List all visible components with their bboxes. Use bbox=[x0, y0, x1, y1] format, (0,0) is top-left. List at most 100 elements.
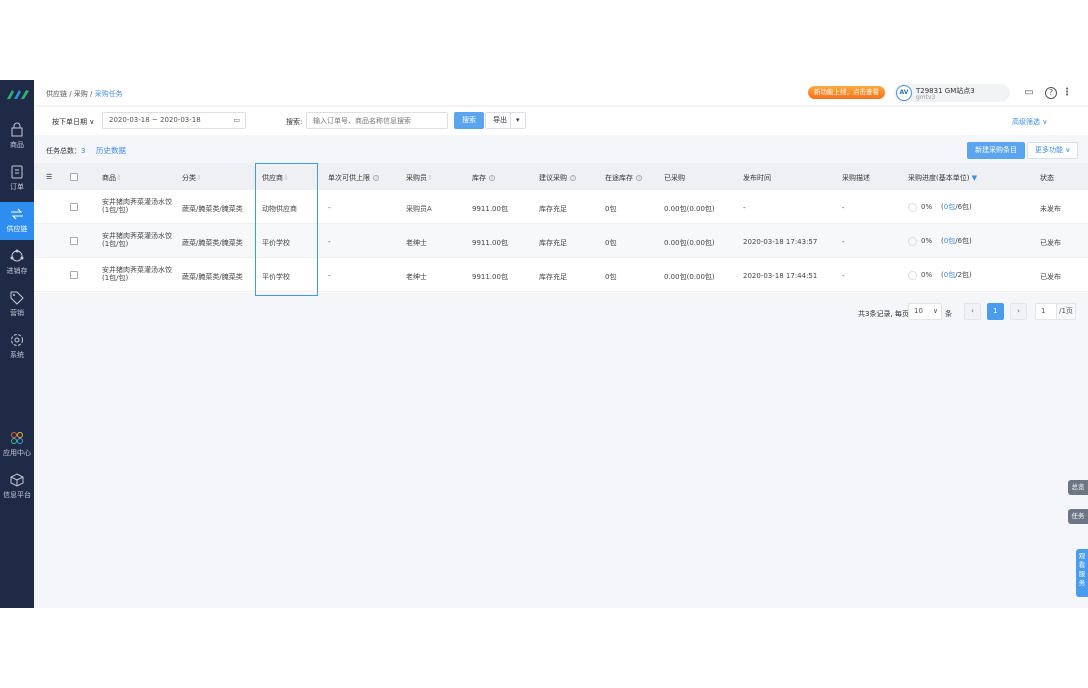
filter-caret-icon[interactable]: ▼ bbox=[971, 174, 978, 182]
supplier-cell: 动物供应商 bbox=[262, 205, 297, 213]
column-header-label: 状态 bbox=[1040, 174, 1054, 182]
sort-icon[interactable]: ⇕ bbox=[116, 174, 122, 182]
filter-bar: 按下单日期 ∨ 2020-03-18 ~ 2020-03-18▭ 搜索: 搜索 … bbox=[34, 107, 1088, 135]
overview-button[interactable]: 总览 bbox=[1068, 480, 1088, 495]
export-dropdown-button[interactable]: ▾ bbox=[510, 112, 526, 129]
help-icon[interactable]: ? bbox=[1045, 87, 1057, 99]
supplier-column-highlight bbox=[255, 163, 318, 296]
status-cell: 未发布 bbox=[1040, 205, 1061, 213]
page-count: /1页 bbox=[1056, 303, 1076, 320]
sidebar-item-label: 订单 bbox=[10, 183, 24, 191]
column-header-4[interactable]: 采购员⇕ bbox=[406, 173, 433, 183]
page-size-select[interactable]: 10 ∨ bbox=[908, 303, 942, 320]
sort-icon[interactable]: ⇕ bbox=[196, 174, 202, 182]
column-header-label: 库存 bbox=[472, 174, 486, 182]
category-cell: 蔬菜/腌菜类/腌菜类 bbox=[182, 205, 243, 213]
help-icon[interactable]: ? bbox=[636, 175, 642, 181]
advanced-filter-label: 高级筛选 bbox=[1012, 118, 1040, 126]
progress-cell: 0% (0包/6包) bbox=[908, 202, 972, 212]
column-header-0[interactable]: 商品⇕ bbox=[102, 173, 122, 183]
help-icon[interactable]: ? bbox=[570, 175, 576, 181]
row-checkbox[interactable] bbox=[70, 237, 78, 245]
desc-cell: - bbox=[842, 238, 845, 246]
task-count: 任务总数：3 bbox=[46, 146, 85, 156]
sidebar-item-7[interactable]: 信息平台 bbox=[0, 468, 34, 506]
column-header-label: 商品 bbox=[102, 174, 116, 182]
sidebar-item-4[interactable]: 营销 bbox=[0, 286, 34, 324]
search-input[interactable] bbox=[306, 112, 448, 129]
page-size-value: 10 bbox=[914, 307, 923, 315]
sidebar-item-2[interactable]: 供应链 bbox=[0, 202, 34, 240]
column-header-2[interactable]: 供应商⇕ bbox=[262, 173, 289, 183]
tag-icon bbox=[10, 291, 24, 305]
progress-total: /6包) bbox=[955, 237, 972, 245]
category-cell: 蔬菜/腌菜类/腌菜类 bbox=[182, 239, 243, 247]
promo-button[interactable]: 新功能上线，点击查看 bbox=[808, 86, 885, 99]
product-name: 安井猪肉荠菜灌汤水饺 bbox=[102, 232, 172, 240]
sidebar-item-label: 系统 bbox=[10, 351, 24, 359]
transit-cell: 0包 bbox=[605, 239, 617, 247]
export-button[interactable]: 导出 bbox=[485, 112, 515, 129]
page-1-button[interactable]: 1 bbox=[987, 303, 1004, 320]
progress-percent: 0% bbox=[921, 237, 933, 245]
progress-percent: 0% bbox=[921, 271, 933, 279]
date-range-picker[interactable]: 2020-03-18 ~ 2020-03-18 ▭ bbox=[102, 112, 246, 129]
search-button[interactable]: 搜索 bbox=[454, 112, 484, 129]
new-purchase-button[interactable]: 新建采购条目 bbox=[967, 142, 1025, 159]
product-link[interactable]: 安井猪肉荠菜灌汤水饺 (1包/包) bbox=[102, 232, 172, 248]
stock-cell: 9911.00包 bbox=[472, 239, 508, 247]
cube-icon bbox=[10, 473, 24, 487]
table-row: 安井猪肉荠菜灌汤水饺 (1包/包) 蔬菜/腌菜类/腌菜类 平价学校 - 老绅士 9… bbox=[34, 224, 1088, 258]
user-sub: gmtv3 bbox=[916, 94, 936, 101]
sort-icon[interactable]: ⇕ bbox=[283, 174, 289, 182]
chevron-down-icon: ∨ bbox=[932, 307, 938, 315]
column-header-label: 发布时间 bbox=[743, 174, 771, 182]
stock-cell: 9911.00包 bbox=[472, 205, 508, 213]
task-button[interactable]: 任务 bbox=[1068, 509, 1088, 524]
column-header-11[interactable]: 采购进度(基本单位) ▼ bbox=[908, 173, 977, 183]
sidebar-item-label: 应用中心 bbox=[3, 449, 31, 457]
next-page-button[interactable]: › bbox=[1010, 303, 1027, 320]
avatar: AV bbox=[896, 85, 912, 101]
more-functions-label: 更多功能 bbox=[1035, 146, 1063, 154]
sidebar-item-6[interactable]: 应用中心 bbox=[0, 426, 34, 464]
sort-icon[interactable]: ⇕ bbox=[427, 174, 433, 182]
history-link[interactable]: 历史数据 bbox=[96, 146, 126, 155]
sidebar-item-0[interactable]: 商品 bbox=[0, 118, 34, 156]
row-checkbox[interactable] bbox=[70, 203, 78, 211]
help-icon[interactable]: ? bbox=[373, 175, 379, 181]
column-header-1[interactable]: 分类⇕ bbox=[182, 173, 202, 183]
breadcrumb-supply[interactable]: 供应链 bbox=[46, 90, 67, 98]
transit-cell: 0包 bbox=[605, 205, 617, 213]
user-menu[interactable]: AV T29831 GM站点3 gmtv3 bbox=[894, 84, 1010, 102]
progress-ring-icon bbox=[908, 236, 917, 246]
date-type-label: 按下单日期 bbox=[52, 118, 87, 126]
advanced-filter-toggle[interactable]: 高级筛选 ∨ bbox=[1012, 117, 1047, 127]
help-icon[interactable]: ? bbox=[489, 175, 495, 181]
buyer-cell: 采购员A bbox=[406, 205, 432, 213]
sidebar-item-1[interactable]: 订单 bbox=[0, 160, 34, 198]
product-link[interactable]: 安井猪肉荠菜灌汤水饺 (1包/包) bbox=[102, 266, 172, 282]
more-functions-button[interactable]: 更多功能 ∨ bbox=[1027, 142, 1079, 159]
category-cell: 蔬菜/腌菜类/腌菜类 bbox=[182, 273, 243, 281]
product-name: 安井猪肉荠菜灌汤水饺 bbox=[102, 266, 172, 274]
progress-cell: 0% (0包/6包) bbox=[908, 236, 972, 246]
message-icon[interactable]: ▭ bbox=[1024, 87, 1034, 98]
page-jump-input[interactable]: 1 bbox=[1035, 303, 1057, 320]
sidebar-item-5[interactable]: 系统 bbox=[0, 328, 34, 366]
row-checkbox[interactable] bbox=[70, 271, 78, 279]
calendar-icon: ▭ bbox=[233, 116, 240, 124]
prev-page-button[interactable]: ‹ bbox=[964, 303, 981, 320]
sidebar-item-3[interactable]: 进销存 bbox=[0, 244, 34, 282]
product-link[interactable]: 安井猪肉荠菜灌汤水饺 (1包/包) bbox=[102, 198, 172, 214]
product-unit: (1包/包) bbox=[102, 274, 129, 282]
column-header-8: 已采购 bbox=[664, 173, 685, 183]
date-type-select[interactable]: 按下单日期 ∨ bbox=[52, 117, 94, 127]
desc-cell: - bbox=[842, 272, 845, 280]
select-all-checkbox[interactable] bbox=[70, 173, 78, 181]
breadcrumb-purchase[interactable]: 采购 bbox=[73, 90, 88, 98]
task-table: ☰ 商品⇕ 分类⇕ 供应商⇕ 单次可供上限? 采购员⇕ 库存? 建议采购? 在途库存? 已采购 发布… bbox=[34, 163, 1088, 293]
more-vert-icon[interactable]: ⋮ bbox=[1062, 87, 1072, 98]
service-button[interactable]: 观看服务 bbox=[1076, 549, 1088, 597]
column-settings-icon[interactable]: ☰ bbox=[46, 173, 53, 181]
